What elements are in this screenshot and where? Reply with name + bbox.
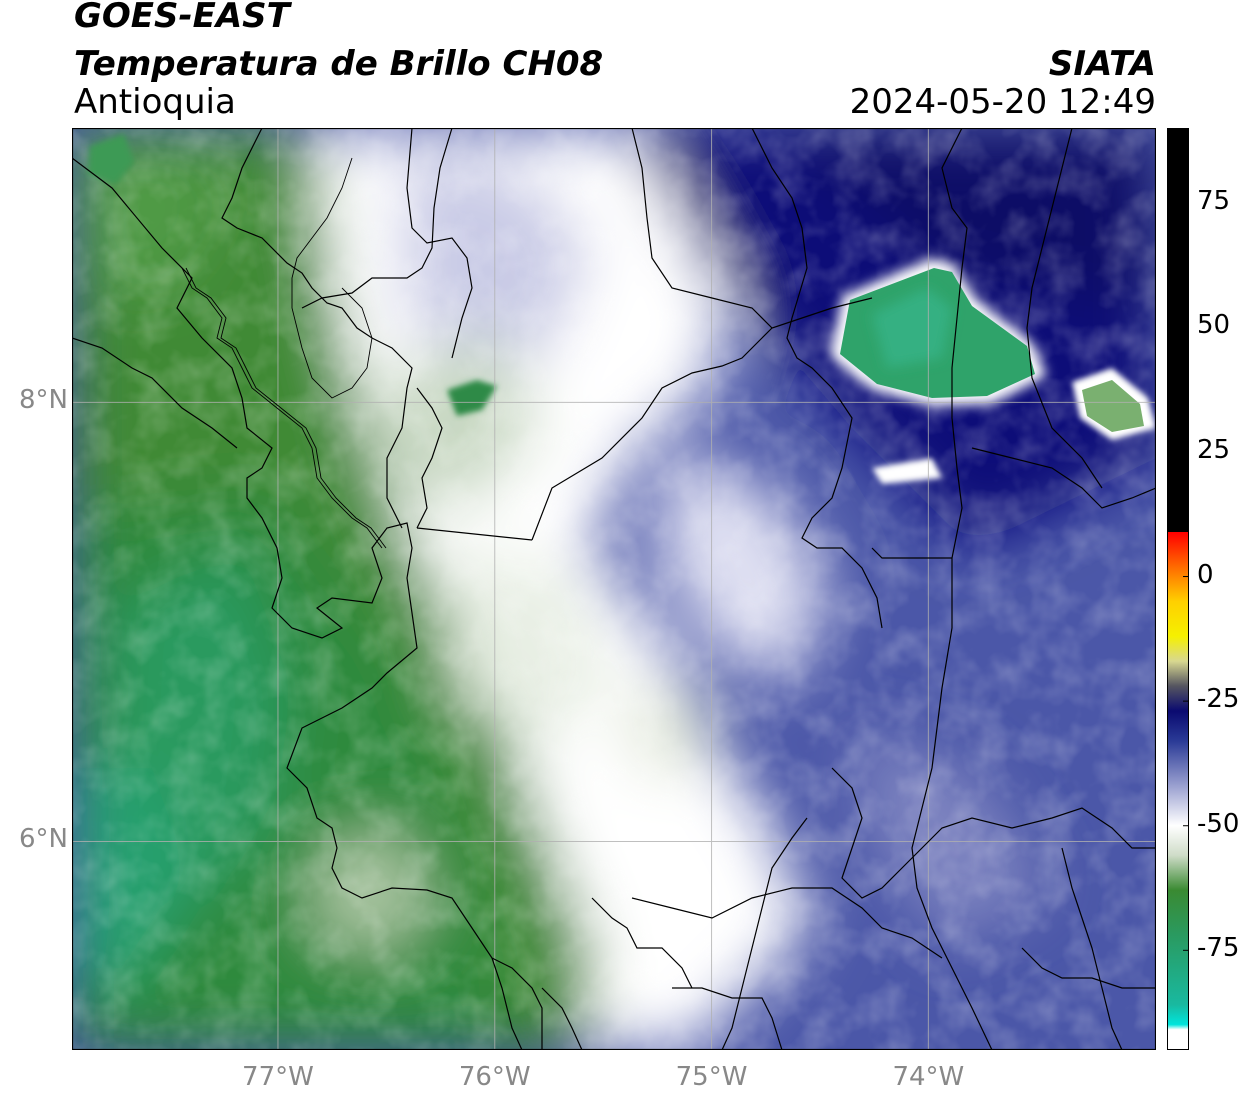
- northwest-cell: [88, 134, 134, 184]
- satellite-title: GOES-EAST: [74, 0, 290, 36]
- colorbar-gradient: [1167, 128, 1189, 1050]
- longitude-label: 75°W: [675, 1062, 748, 1092]
- temperature-field: [72, 128, 1156, 1050]
- latitude-label: 6°N: [19, 824, 68, 855]
- latitude-label: 8°N: [19, 385, 68, 416]
- colorbar-tick-label: 75: [1197, 185, 1231, 216]
- organization-label: SIATA: [1048, 44, 1156, 84]
- colorbar-tick-label: -75: [1197, 933, 1240, 964]
- datetime-label: 2024-05-20 12:49: [849, 82, 1156, 122]
- department-borders: [72, 128, 1156, 1050]
- colorbar-tick-label: 25: [1197, 434, 1231, 465]
- small-cell: [447, 380, 497, 416]
- region-label: Antioquia: [74, 82, 236, 122]
- colorbar-tick-label: 0: [1197, 559, 1214, 590]
- coastline: [181, 157, 387, 549]
- colorbar-ticks: [1183, 202, 1189, 951]
- convective-cell: [830, 258, 1156, 484]
- colorbar: [1167, 128, 1189, 1050]
- colorbar-tick-label: -25: [1197, 684, 1240, 715]
- colorbar-tick-label: 50: [1197, 310, 1231, 341]
- brightness-temperature-map: [72, 128, 1156, 1050]
- longitude-label: 74°W: [892, 1062, 965, 1092]
- longitude-label: 76°W: [458, 1062, 531, 1092]
- longitude-label: 77°W: [242, 1062, 314, 1092]
- colorbar-tick-label: -50: [1197, 808, 1240, 839]
- product-title: Temperatura de Brillo CH08: [74, 44, 604, 84]
- map-frame: [72, 128, 1156, 1050]
